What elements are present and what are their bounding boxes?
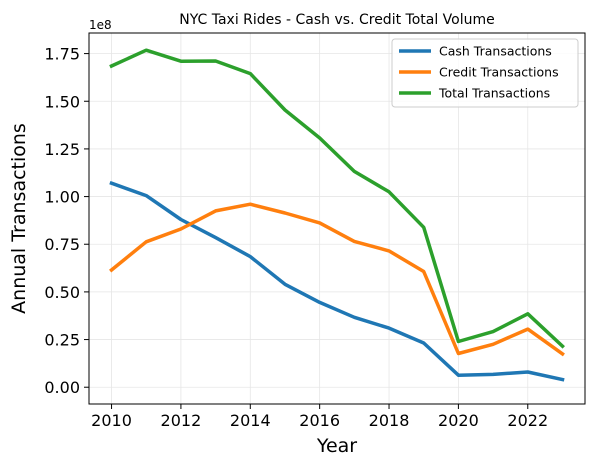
legend-label-credit: Credit Transactions: [439, 65, 559, 80]
series-line-total: [109, 48, 565, 349]
series-lines: [109, 48, 565, 382]
plot-frame: [88, 32, 586, 405]
y-tick-label: 0.00: [44, 378, 80, 397]
y-tick-label: 1.00: [44, 188, 80, 207]
legend: Cash Transactions Credit Transactions Tota…: [391, 38, 579, 108]
x-tick-label: 2016: [299, 411, 340, 430]
x-tick-label: 2010: [91, 411, 132, 430]
y-tick-label: 0.25: [44, 331, 80, 350]
y-tick-label: 1.75: [44, 45, 80, 64]
y-axis-offset-label: 1e8: [89, 18, 112, 32]
series-line-credit: [109, 202, 565, 357]
legend-label-cash: Cash Transactions: [439, 44, 552, 59]
x-tick-label: 2018: [369, 411, 410, 430]
x-tick-label: 2020: [438, 411, 479, 430]
x-tick-label: 2012: [161, 411, 202, 430]
axis-ticks: 2010 2012 2014 2016 2018 2020 2022 0.00 0.25 0.50…: [44, 45, 548, 430]
y-tick-label: 1.25: [44, 140, 80, 159]
series-line-cash: [109, 180, 565, 382]
x-axis-label: Year: [316, 435, 357, 457]
y-tick-label: 0.75: [44, 235, 80, 254]
legend-label-total: Total Transactions: [438, 86, 550, 101]
x-tick-label: 2014: [230, 411, 271, 430]
legend-frame: [391, 38, 579, 108]
x-tick-label: 2022: [507, 411, 548, 430]
y-tick-label: 0.50: [44, 283, 80, 302]
y-tick-label: 1.50: [44, 92, 80, 111]
y-axis-label: Annual Transactions: [8, 123, 30, 314]
chart-title: NYC Taxi Rides - Cash vs. Credit Total V…: [179, 12, 495, 28]
